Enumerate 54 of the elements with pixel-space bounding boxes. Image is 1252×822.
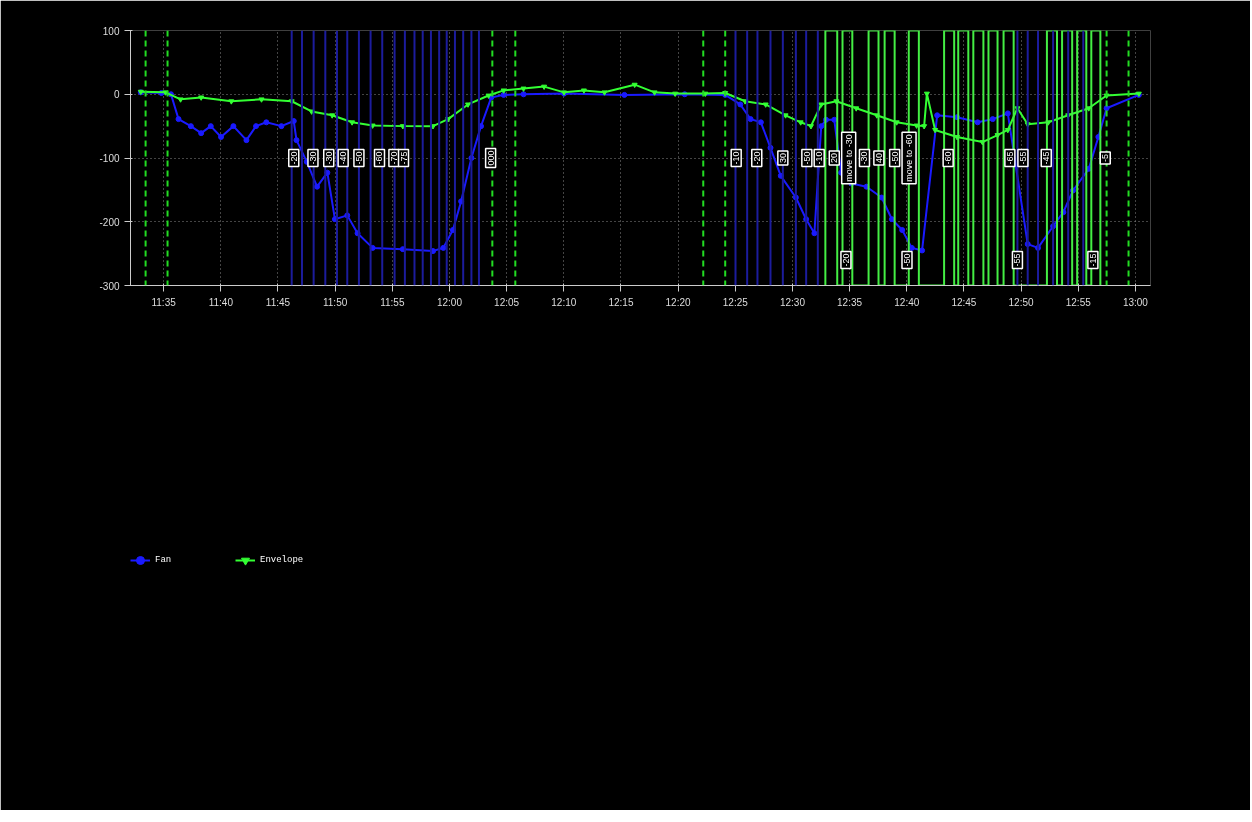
annotation: 20 (829, 152, 840, 164)
x-tick-label: 12:10 (551, 296, 577, 308)
annotation: -55 (1012, 253, 1023, 267)
annotation: move to -30 (843, 134, 854, 182)
x-tick-label: 12:35 (837, 296, 863, 308)
y-tick-label: -200 (99, 216, 120, 228)
x-tick-label: 11:40 (208, 296, 234, 308)
legend-label: Envelope (260, 555, 304, 565)
annotation: -60 (943, 151, 954, 165)
annotation: 30 (777, 152, 788, 164)
x-tick-label: 12:05 (494, 296, 520, 308)
x-tick-label: 11:55 (380, 296, 405, 308)
x-tick-label: 12:20 (665, 296, 692, 308)
annotation: -20 (840, 253, 851, 267)
annotation: -55 (1017, 151, 1028, 165)
y-tick-label: 100 (102, 25, 120, 37)
annotation: -50 (801, 151, 812, 165)
annotation: 000 (485, 150, 496, 166)
annotation: move to -60 (904, 134, 915, 182)
x-tick-label: 11:35 (151, 296, 177, 308)
annotation: -20 (288, 151, 299, 165)
x-tick-label: 11:45 (265, 296, 291, 308)
y-tick-label: 0 (113, 89, 120, 101)
annotation: -15 (1087, 253, 1098, 267)
annotation: -30 (307, 151, 318, 165)
x-tick-label: 12:30 (779, 296, 806, 308)
annotation: -60 (374, 151, 385, 165)
x-tick-label: 12:25 (722, 296, 749, 308)
x-tick-label: 12:55 (1065, 296, 1092, 308)
annotation: -45 (1041, 151, 1052, 165)
annotation: -50 (901, 253, 912, 267)
x-tick-label: 12:15 (608, 296, 634, 308)
y-tick-label: -100 (99, 153, 120, 164)
x-tick-label: 12:40 (894, 296, 920, 308)
annotation: -5 (1100, 153, 1111, 162)
annotation: -40 (338, 151, 349, 165)
annotation: -75 (398, 151, 409, 165)
annotation: -70 (388, 151, 399, 165)
x-tick-label: 11:50 (322, 296, 348, 308)
annotation: -20 (751, 151, 762, 165)
annotation: -10 (814, 151, 825, 165)
x-tick-label: 12:50 (1008, 296, 1035, 308)
legend-label: Fan (155, 555, 173, 565)
x-tick-label: 13:00 (1122, 296, 1149, 308)
annotation: -50 (889, 151, 900, 165)
annotation: -30 (859, 151, 870, 165)
y-tick-label: -300 (99, 280, 120, 292)
annotation: -50 (353, 151, 364, 165)
annotation: 40 (873, 152, 884, 164)
annotation: -10 (731, 151, 742, 165)
x-tick-label: 12:45 (951, 296, 977, 308)
annotation: -65 (1004, 151, 1015, 165)
annotation: -30 (323, 151, 334, 165)
x-tick-label: 12:00 (436, 296, 463, 308)
